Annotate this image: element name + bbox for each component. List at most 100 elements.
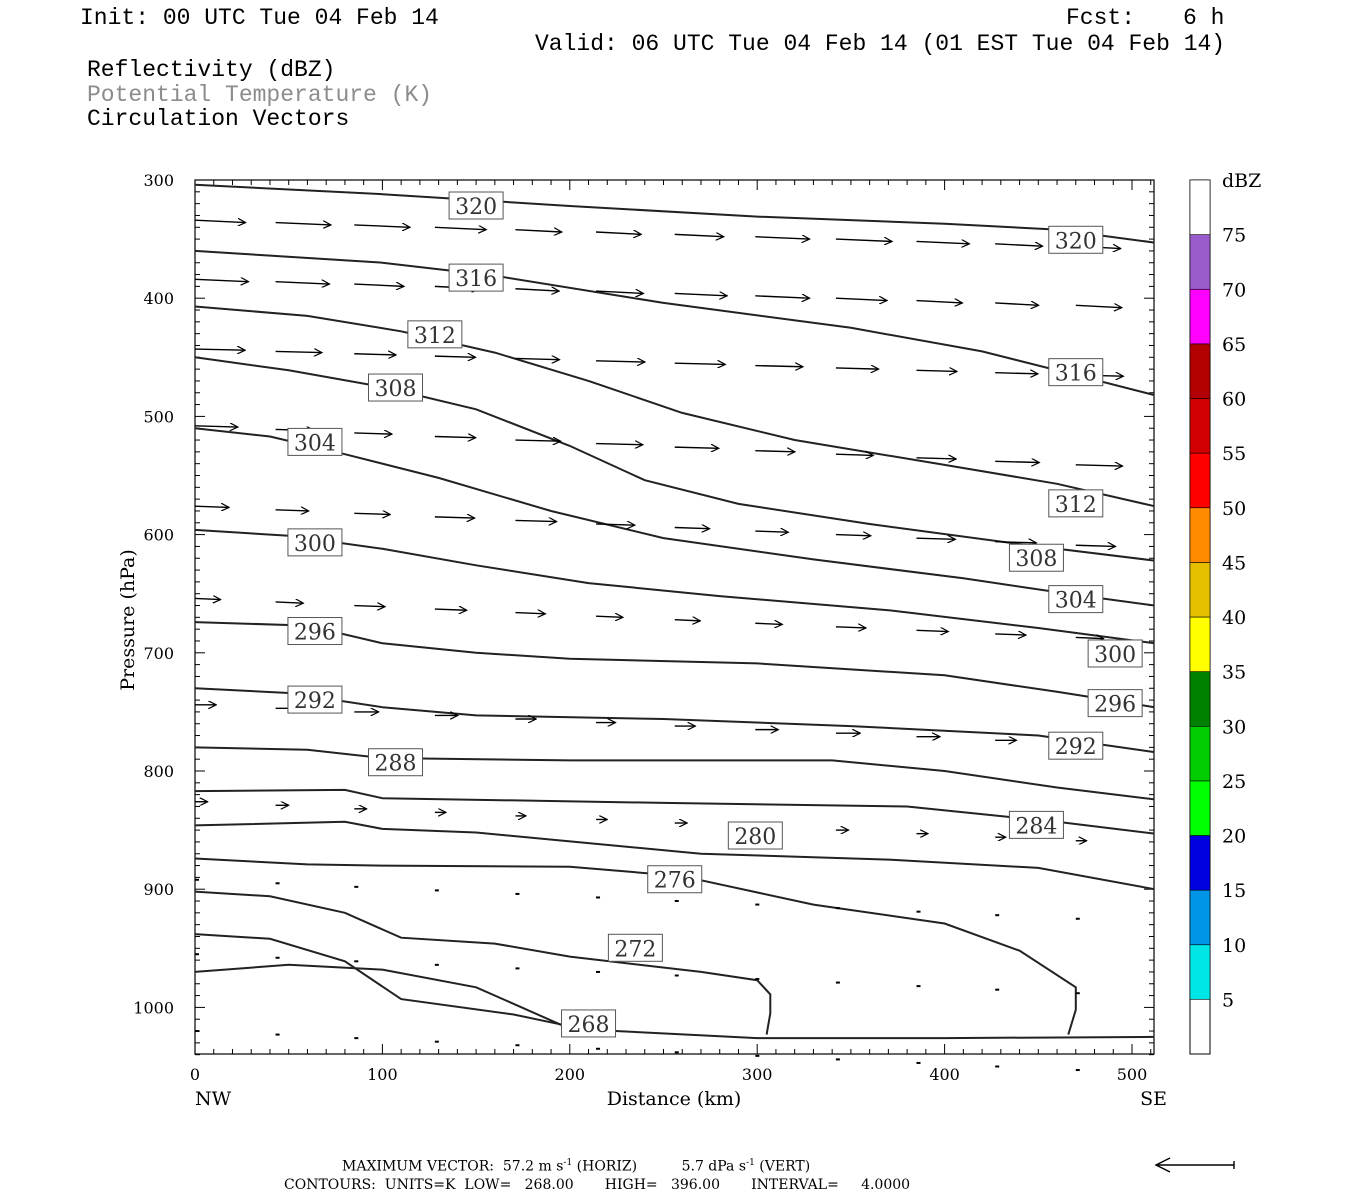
max-vector-horiz: MAXIMUM VECTOR: 57.2 m s bbox=[342, 1158, 564, 1175]
x-tick-label: 0 bbox=[190, 1065, 200, 1084]
field-reflectivity: Reflectivity (dBZ) bbox=[87, 57, 336, 83]
y-tick-label: 700 bbox=[143, 644, 174, 663]
y-tick-label: 900 bbox=[143, 880, 174, 899]
contour-label-308: 308 bbox=[375, 377, 417, 402]
colorbar-swatch bbox=[1189, 835, 1211, 891]
colorbar-level-label: 65 bbox=[1222, 334, 1246, 356]
max-vector-horiz-unit: (HORIZ) bbox=[576, 1158, 638, 1175]
circulation-vector bbox=[995, 373, 1038, 374]
theta-contour-280 bbox=[194, 820, 1155, 891]
colorbar-swatch bbox=[1189, 398, 1211, 454]
max-vector-arrow-head bbox=[1154, 1157, 1171, 1173]
contour-label-box bbox=[1087, 689, 1143, 718]
colorbar-level-label: 75 bbox=[1222, 225, 1246, 247]
circulation-vector bbox=[354, 606, 385, 607]
contour-label-box bbox=[368, 748, 424, 777]
contour-label-316: 316 bbox=[1055, 362, 1097, 387]
circulation-vector bbox=[596, 524, 635, 525]
circulation-vector bbox=[354, 225, 410, 227]
x-tick-label: 300 bbox=[742, 1065, 773, 1084]
circulation-vector bbox=[354, 433, 392, 434]
contour-label-box bbox=[287, 685, 343, 714]
circulation-vector bbox=[674, 447, 719, 448]
x-tick-label: 500 bbox=[1117, 1065, 1148, 1084]
contour-label-276: 276 bbox=[654, 869, 696, 894]
x-right-end-label: SE bbox=[1140, 1088, 1167, 1110]
field-potential-temperature: Potential Temperature (K) bbox=[87, 82, 433, 108]
circulation-vector bbox=[835, 627, 866, 628]
colorbar-swatch bbox=[1189, 288, 1211, 345]
circulation-vector bbox=[515, 613, 545, 614]
valid-time: Valid: 06 UTC Tue 04 Feb 14 (01 EST Tue … bbox=[535, 31, 1226, 57]
circulation-vector bbox=[354, 513, 390, 514]
contour-label-284: 284 bbox=[1015, 814, 1057, 839]
colorbar-level-label: 20 bbox=[1222, 826, 1246, 848]
circulation-vector bbox=[194, 598, 221, 599]
colorbar-level-label: 45 bbox=[1222, 552, 1246, 574]
colorbar-swatch bbox=[1189, 616, 1211, 672]
circulation-vector bbox=[515, 358, 559, 359]
contour-label-box bbox=[1048, 731, 1104, 760]
colorbar-level-label: 25 bbox=[1222, 771, 1246, 793]
x-tick-label: 100 bbox=[367, 1065, 398, 1084]
circulation-vector bbox=[835, 239, 892, 241]
theta-contour-272 bbox=[194, 890, 772, 1035]
circulation-vector bbox=[835, 454, 873, 455]
circulation-vector bbox=[596, 444, 643, 445]
circulation-vector bbox=[755, 623, 782, 624]
circulation-vector bbox=[835, 368, 879, 369]
theta-contour-312 bbox=[194, 305, 1155, 508]
circulation-vector bbox=[434, 609, 467, 610]
contour-label-box bbox=[287, 528, 343, 557]
plot-frame bbox=[194, 179, 1155, 1055]
circulation-vector bbox=[1075, 465, 1123, 466]
circulation-vector bbox=[275, 602, 304, 603]
contour-label-box bbox=[1048, 489, 1104, 518]
circulation-vector bbox=[434, 356, 476, 357]
contour-label-296: 296 bbox=[294, 621, 336, 646]
contour-label-312: 312 bbox=[414, 324, 456, 349]
circulation-vector bbox=[515, 230, 561, 232]
theta-contour-276 bbox=[194, 857, 1077, 1035]
x-tick-label: 400 bbox=[929, 1065, 960, 1084]
colorbar-swatch bbox=[1189, 944, 1211, 1000]
colorbar-swatch bbox=[1189, 889, 1211, 946]
contour-label-box bbox=[287, 617, 343, 646]
circulation-vector bbox=[916, 538, 955, 539]
circulation-vector bbox=[1075, 545, 1116, 546]
colorbar-swatch bbox=[1189, 780, 1211, 836]
colorbar-swatch bbox=[1189, 343, 1211, 399]
circulation-vector bbox=[916, 241, 969, 243]
contour-label-box bbox=[287, 427, 343, 456]
circulation-vector bbox=[194, 349, 245, 350]
circulation-vector bbox=[596, 291, 643, 293]
contour-label-box bbox=[1008, 810, 1064, 839]
max-vector-vert-unit: (VERT) bbox=[759, 1158, 811, 1175]
circulation-vector bbox=[194, 506, 229, 507]
y-tick-label: 500 bbox=[143, 407, 174, 426]
contour-label-box bbox=[407, 320, 463, 349]
contour-label-box bbox=[1048, 358, 1104, 387]
forecast-label: Fcst: bbox=[1066, 5, 1136, 31]
contour-label-304: 304 bbox=[294, 431, 336, 456]
circulation-vector bbox=[275, 223, 331, 225]
contour-label-288: 288 bbox=[375, 752, 417, 777]
contour-label-300: 300 bbox=[1094, 643, 1136, 668]
colorbar-level-label: 10 bbox=[1222, 935, 1246, 957]
colorbar-swatch bbox=[1189, 179, 1211, 235]
contour-label-308: 308 bbox=[1015, 547, 1057, 572]
circulation-vector bbox=[674, 293, 727, 295]
contour-label-292: 292 bbox=[294, 689, 336, 714]
y-tick-label: 800 bbox=[143, 762, 174, 781]
colorbar-level-label: 30 bbox=[1222, 716, 1246, 738]
circulation-vector bbox=[674, 234, 724, 236]
contour-label-box bbox=[561, 1009, 617, 1038]
circulation-vector bbox=[194, 279, 248, 281]
circulation-vector bbox=[194, 426, 238, 427]
circulation-vector bbox=[596, 616, 623, 617]
circulation-vector bbox=[755, 451, 795, 452]
max-vector-line: MAXIMUM VECTOR: 57.2 m s-1 (HORIZ) 5.7 d… bbox=[342, 1158, 811, 1175]
field-circulation-vectors: Circulation Vectors bbox=[87, 106, 350, 132]
contour-label-box bbox=[1048, 585, 1104, 614]
